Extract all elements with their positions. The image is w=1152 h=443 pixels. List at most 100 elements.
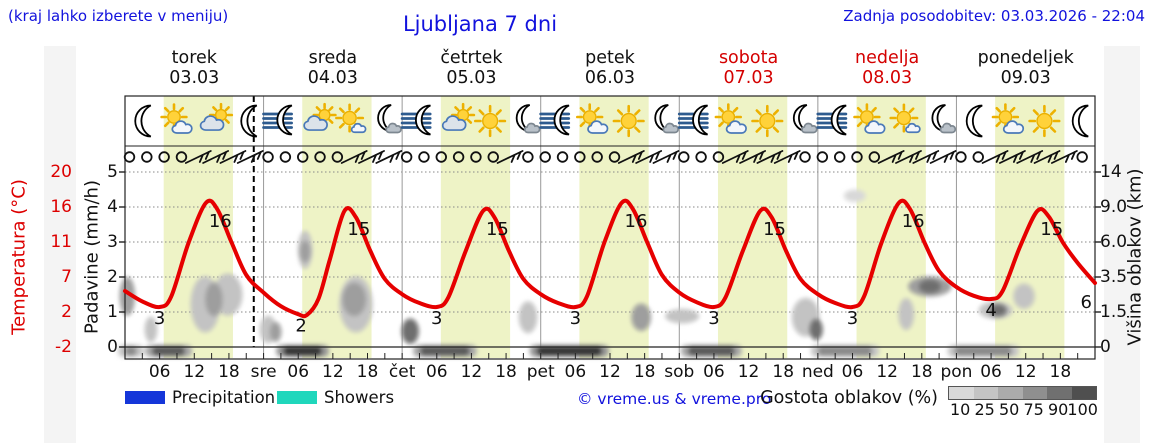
svg-text:6: 6 <box>1081 292 1092 313</box>
x-hour-label: 12 <box>599 362 621 382</box>
svg-text:15: 15 <box>1040 219 1063 240</box>
x-hour-label: 06 <box>148 362 171 382</box>
axis-tick-label: 2 <box>107 267 118 287</box>
calm-wind-icon <box>972 151 984 163</box>
wind-barb-icon <box>617 150 645 164</box>
svg-text:3: 3 <box>847 308 858 329</box>
wind-barb-icon <box>184 150 212 164</box>
day-header-sreda: sreda 04.03 <box>264 48 403 88</box>
axis-tick-label: 6.0 <box>1100 232 1128 252</box>
x-day-label: pet <box>526 362 555 382</box>
day-header-nedelja: nedelja 08.03 <box>818 48 957 88</box>
day-header-četrtek: četrtek 05.03 <box>402 48 541 88</box>
axis-tick-label: 7 <box>61 267 72 287</box>
weather-icon-moon-cloud <box>931 104 957 134</box>
calm-wind-icon <box>175 151 188 163</box>
calm-wind-icon <box>591 151 603 163</box>
weather-icon-moon-fog <box>677 104 709 136</box>
weather-icon-sun-small-cloud <box>335 103 367 134</box>
ground-fog-layer <box>118 345 1019 357</box>
day-date: 06.03 <box>584 68 636 88</box>
wind-barb-icon <box>1050 150 1078 164</box>
wind-barb-icon <box>912 150 940 164</box>
copyright-link[interactable]: © vreme.us & vreme.pro <box>577 390 772 408</box>
day-name: ponedeljek <box>977 48 1074 68</box>
weather-icon-cloud-sun <box>199 102 234 131</box>
wind-barb-icon <box>929 150 957 164</box>
calm-wind-icon <box>470 151 482 163</box>
axis-tick-label: 4 <box>107 197 118 217</box>
day-name: četrtek <box>440 48 503 68</box>
calm-wind-icon <box>868 151 881 163</box>
day-name: sobota <box>718 48 779 68</box>
axis-tick-label: 1 <box>107 302 118 322</box>
density-scale-cell <box>973 387 998 399</box>
x-hour-label: 18 <box>772 362 795 382</box>
wind-symbols-row <box>123 150 1088 164</box>
calm-wind-icon <box>262 151 274 163</box>
wind-barb-icon <box>375 150 403 164</box>
x-hour-label: 06 <box>841 362 864 382</box>
showers-legend-label: Showers <box>324 388 395 407</box>
wind-barb-icon <box>652 150 680 164</box>
density-scale-cell <box>998 387 1023 399</box>
x-hour-label: 18 <box>910 362 933 382</box>
wind-barb-icon <box>721 150 749 164</box>
x-hour-label: 12 <box>876 362 898 382</box>
weather-icon-moon-fog <box>400 104 432 136</box>
calm-wind-icon <box>574 151 586 163</box>
cloud-density-legend-label: Gostota oblakov (%) <box>760 388 938 408</box>
wind-barb-icon <box>773 150 801 164</box>
day-date: 03.03 <box>169 68 220 88</box>
x-hour-label: 12 <box>1014 362 1037 382</box>
calm-wind-icon <box>158 151 170 163</box>
x-hour-label: 12 <box>460 362 483 382</box>
calm-wind-icon <box>799 151 811 163</box>
axis-tick-label: 9.0 <box>1100 197 1128 217</box>
weather-icon-sun-cloud <box>160 103 193 134</box>
x-hour-label: 12 <box>322 362 344 382</box>
wind-barb-icon <box>496 150 524 164</box>
calm-wind-icon <box>435 151 447 163</box>
calm-wind-icon <box>522 151 534 163</box>
day-name: petek <box>585 48 635 68</box>
x-hour-label: 18 <box>495 362 517 382</box>
x-day-label: pon <box>940 362 973 382</box>
x-hour-label: 06 <box>703 362 725 382</box>
day-name: sreda <box>308 48 358 68</box>
gridlines <box>125 171 1095 313</box>
density-scale-cell <box>1047 387 1072 399</box>
axis-tick-label: 16 <box>50 197 72 217</box>
axis-tick-label: 1.5 <box>1100 302 1128 322</box>
weather-icon-sun <box>751 104 784 138</box>
svg-text:15: 15 <box>486 219 509 240</box>
axis-tick-label: 2 <box>61 302 72 322</box>
svg-text:15: 15 <box>347 219 370 240</box>
precipitation-legend-label: Precipitation <box>172 388 276 407</box>
x-hour-label: 18 <box>633 362 656 382</box>
menu-hint: (kraj lahko izberete v meniju) <box>8 7 229 25</box>
wind-barb-icon <box>635 150 663 164</box>
density-scale-tick-label: 75 <box>1023 400 1044 419</box>
day-date: 05.03 <box>446 68 497 88</box>
left-gutter-strip <box>44 46 76 443</box>
x-hour-label: 12 <box>737 362 760 382</box>
axis-tick-label: 3.5 <box>1100 267 1128 287</box>
density-scale-tick-label: 25 <box>974 400 995 419</box>
wind-barb-icon <box>756 150 784 164</box>
calm-wind-icon <box>695 151 707 163</box>
axis-tick-label: 11 <box>50 232 72 252</box>
precipitation-swatch <box>125 391 165 404</box>
wind-barb-icon <box>340 150 368 164</box>
density-scale-cell <box>949 387 974 399</box>
weather-icon-sun-cloud <box>575 103 609 134</box>
weather-icon-sun <box>1028 104 1061 138</box>
weather-icon-sun-cloud <box>991 103 1025 134</box>
calm-wind-icon <box>418 151 430 163</box>
svg-text:3: 3 <box>708 308 719 329</box>
x-hour-label: 06 <box>425 362 448 382</box>
calm-wind-icon <box>141 151 153 163</box>
svg-text:16: 16 <box>902 211 925 232</box>
day-header-petek: petek 06.03 <box>541 48 680 88</box>
